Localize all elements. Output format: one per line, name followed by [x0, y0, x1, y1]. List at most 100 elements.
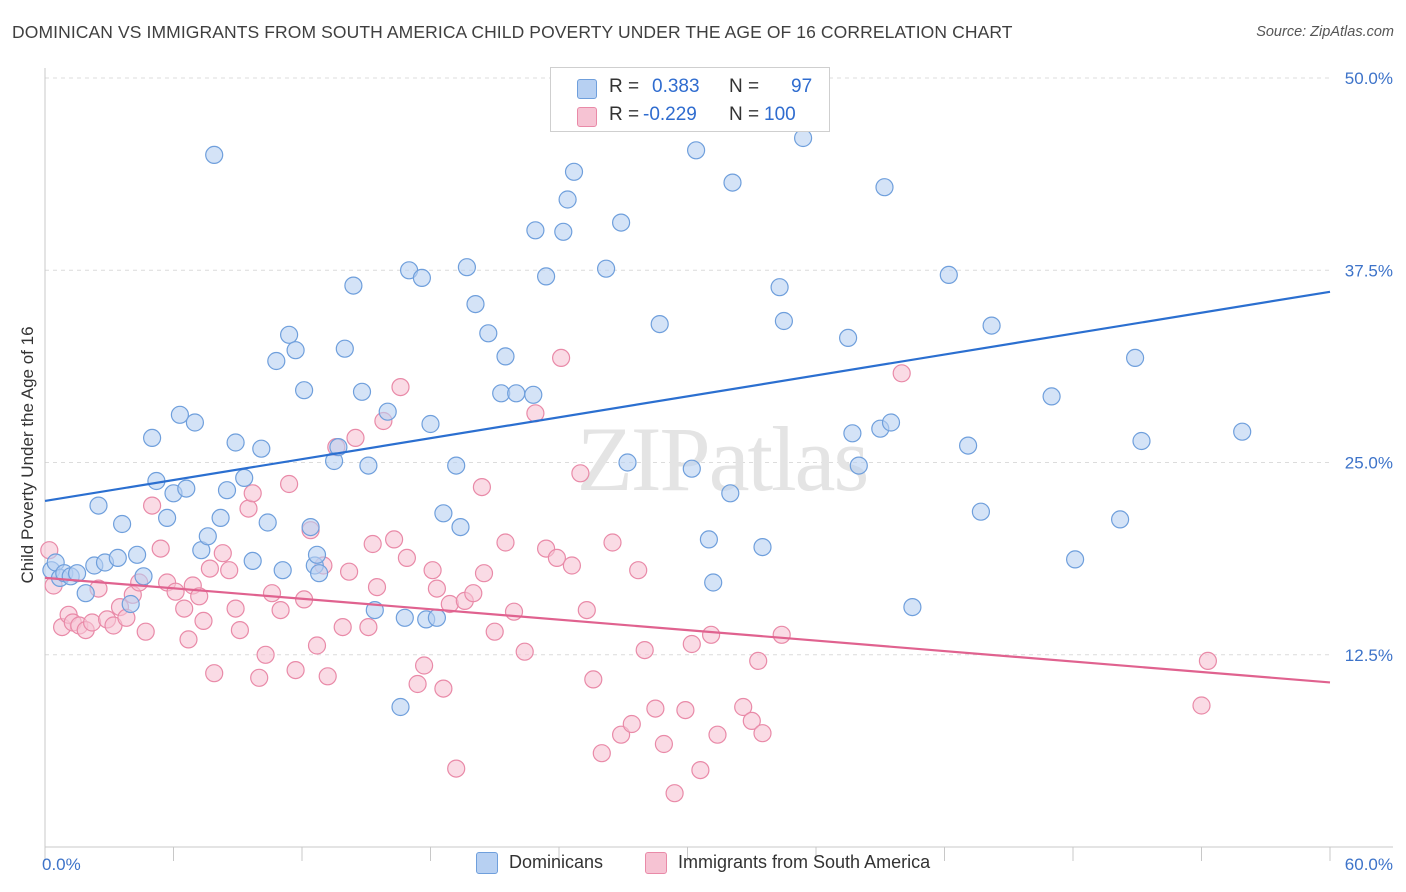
- pink-swatch-icon: [645, 852, 667, 874]
- immigrants-point: [194, 611, 213, 631]
- immigrants-point: [318, 667, 337, 686]
- immigrants-point: [654, 734, 674, 754]
- immigrants-point: [213, 544, 232, 563]
- dominicans-point: [793, 128, 813, 148]
- series-dominicans-points: [42, 128, 1252, 717]
- immigrants-point: [551, 348, 571, 367]
- dominicans-point: [286, 341, 305, 360]
- immigrants-point: [749, 651, 768, 671]
- dominicans-point: [753, 537, 772, 557]
- dominicans-point: [252, 439, 271, 458]
- dominicans-point: [971, 502, 991, 521]
- dominicans-point: [273, 561, 292, 580]
- dominicans-point: [1042, 387, 1061, 406]
- blue-swatch-icon: [476, 852, 498, 874]
- dominicans-point: [359, 456, 378, 475]
- y-tick-label: 50.0%: [1345, 69, 1393, 88]
- dominicans-point: [843, 424, 862, 443]
- dominicans-point: [558, 190, 577, 209]
- immigrants-point: [262, 584, 282, 603]
- dominicans-point: [939, 265, 958, 284]
- dominicans-point: [564, 162, 584, 181]
- immigrants-point: [629, 561, 648, 580]
- dominicans-point: [496, 347, 515, 366]
- dominicans-point: [128, 545, 147, 564]
- y-tick-label: 12.5%: [1345, 646, 1393, 665]
- immigrants-point: [391, 378, 410, 397]
- dominicans-point: [211, 508, 230, 528]
- immigrants-point: [385, 530, 404, 549]
- dominicans-point: [526, 221, 545, 240]
- immigrants-point: [190, 587, 209, 606]
- immigrants-trend-line: [44, 576, 1331, 684]
- dominicans-point: [704, 573, 723, 592]
- immigrants-point: [635, 640, 654, 660]
- dominicans-point: [774, 311, 794, 331]
- immigrants-point: [708, 725, 727, 744]
- dominicans-point: [121, 594, 140, 614]
- dominicans-point: [524, 385, 543, 404]
- legend-row-dominicans: R = 0.383 N = 97: [551, 72, 829, 102]
- immigrants-point: [592, 744, 611, 763]
- dominicans-trend-line: [44, 290, 1331, 503]
- immigrants-point: [239, 499, 258, 518]
- immigrants-point: [1198, 651, 1218, 671]
- immigrants-point: [280, 474, 299, 494]
- dominicans-point: [457, 258, 476, 277]
- dominicans-point: [434, 504, 453, 523]
- dominicans-point: [295, 381, 314, 400]
- dominicans-point: [875, 178, 894, 197]
- dominicans-point: [329, 438, 348, 457]
- dominicans-point: [235, 468, 254, 487]
- immigrants-point: [734, 697, 753, 717]
- dominicans-point: [1065, 550, 1085, 569]
- y-tick-label: 37.5%: [1345, 261, 1393, 280]
- r-value: -0.229: [643, 104, 697, 125]
- dominicans-point: [198, 527, 217, 546]
- r-label: R =: [609, 76, 640, 97]
- dominicans-point: [596, 259, 616, 278]
- immigrants-point: [179, 630, 198, 649]
- correlation-legend: R = 0.383 N = 97 R = -0.229 N = 100: [550, 67, 830, 132]
- trend-lines: [44, 290, 1331, 684]
- dominicans-point: [699, 530, 719, 549]
- immigrants-point: [682, 634, 701, 654]
- immigrants-point: [892, 364, 911, 383]
- n-value: 97: [791, 76, 813, 97]
- immigrants-point: [250, 668, 269, 687]
- r-label: R =: [609, 104, 640, 125]
- dominicans-point: [108, 548, 127, 568]
- immigrants-point: [256, 645, 275, 664]
- dominicans-point: [301, 517, 320, 537]
- dominicans-point: [177, 479, 196, 498]
- dominicans-point: [838, 328, 858, 347]
- dominicans-point: [770, 278, 789, 297]
- immigrants-point: [622, 714, 641, 734]
- immigrants-point: [286, 660, 305, 680]
- dominicans-point: [958, 436, 978, 455]
- dominicans-point: [258, 513, 277, 532]
- legend-row-immigrants: R = -0.229 N = 100: [551, 100, 829, 130]
- dominicans-point: [650, 315, 669, 334]
- dominicans-point: [903, 597, 922, 617]
- dominicans-point: [723, 173, 742, 192]
- r-value: 0.383: [652, 76, 700, 97]
- immigrants-point: [562, 556, 582, 575]
- blue-swatch-icon: [577, 79, 597, 99]
- dominicans-point: [307, 545, 327, 564]
- dominicans-point: [395, 608, 414, 627]
- dominicans-point: [1132, 431, 1151, 451]
- dominicans-point: [310, 564, 329, 583]
- tick-labels: 12.5% 25.0% 37.5% 50.0% 0.0% 60.0%: [42, 69, 1393, 874]
- x-tick-label: 0.0%: [42, 855, 81, 874]
- immigrants-point: [226, 599, 245, 618]
- dominicans-point: [344, 276, 363, 295]
- immigrants-point: [474, 564, 494, 583]
- dominicans-point: [611, 213, 631, 232]
- y-tick-label: 25.0%: [1345, 454, 1393, 473]
- legend-label: Immigrants from South America: [678, 852, 931, 872]
- dominicans-point: [618, 453, 637, 472]
- immigrants-point: [742, 711, 761, 731]
- immigrants-point: [151, 539, 170, 558]
- immigrants-point: [346, 428, 365, 447]
